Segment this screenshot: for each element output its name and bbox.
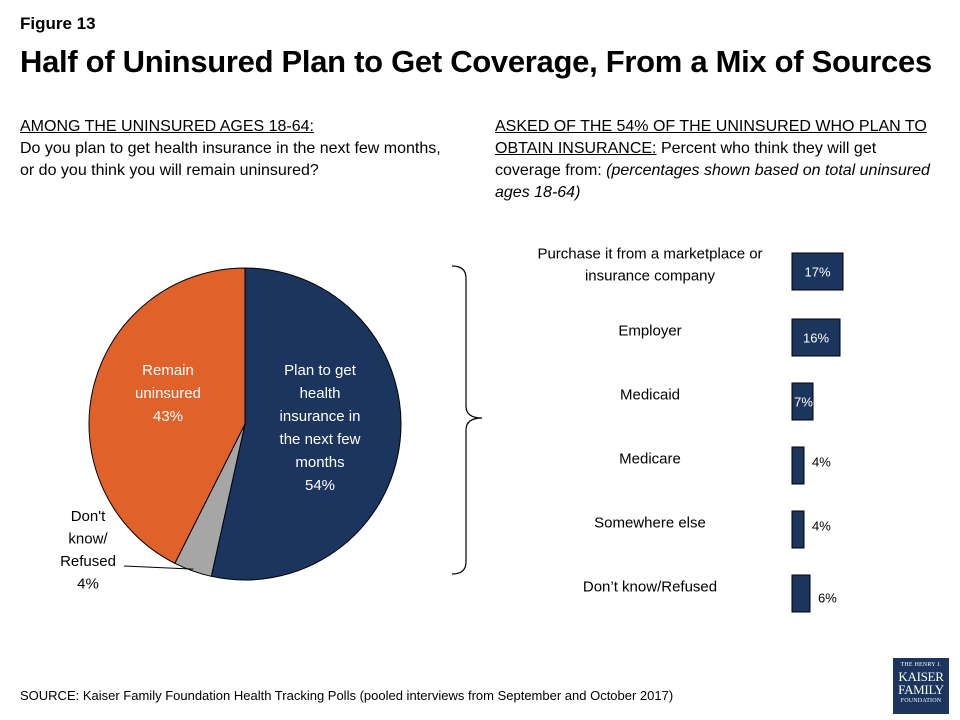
bar-category-label: Somewhere else: [594, 515, 706, 532]
right-question-text: Percent who think they will get coverage…: [495, 140, 877, 179]
bar: [791, 574, 811, 613]
logo-line-3: FAMILY: [898, 682, 944, 697]
right-question-note: (percentages shown based on total uninsu…: [495, 162, 930, 201]
pie-leader-line: [123, 565, 194, 570]
bar-value-label: 4%: [812, 455, 831, 470]
bar-category-label: Medicare: [619, 451, 681, 468]
bar-value-label: 17%: [804, 265, 830, 280]
logo-line-2: KAISER: [898, 669, 944, 684]
bar: [791, 318, 841, 357]
bar: [791, 252, 844, 291]
curly-brace: [451, 265, 483, 575]
bar-value-label: 4%: [812, 519, 831, 534]
bar-category-label: Purchase it from a marketplace or insuran…: [537, 246, 762, 285]
figure-label: Figure 13: [20, 14, 96, 33]
pie-slice: [88, 267, 246, 564]
kff-logo: THE HENRY J. KAISER FAMILY FOUNDATION: [893, 658, 949, 714]
bar-value-label: 7%: [794, 395, 813, 410]
pie-label-dontknow: Don't know/Refused 4%: [60, 508, 116, 593]
chart-title: Half of Uninsured Plan to Get Coverage, …: [20, 44, 932, 79]
left-question: AMONG THE UNINSURED AGES 18-64: Do you p…: [20, 116, 450, 182]
bar: [791, 382, 814, 421]
bar-chart: 17% Purchase it from a marketplace or insu…: [537, 246, 844, 613]
bar-category-label: Don’t know/Refused: [583, 579, 717, 596]
right-question-heading: ASKED OF THE 54% OF THE UNINSURED WHO PL…: [495, 118, 927, 157]
pie-chart: Plan to get health insurance in the next fe…: [60, 267, 402, 593]
left-question-text: Do you plan to get health insurance in t…: [20, 140, 441, 179]
bar-category-label: Employer: [618, 323, 681, 340]
pie-label-plan: Plan to get health insurance in the next fe…: [280, 362, 361, 494]
left-question-heading: AMONG THE UNINSURED AGES 18-64:: [20, 118, 314, 135]
right-question: ASKED OF THE 54% OF THE UNINSURED WHO PL…: [495, 116, 935, 204]
pie-label-remain: Remain uninsured 43%: [135, 362, 201, 425]
source-note: SOURCE: Kaiser Family Foundation Health …: [20, 688, 674, 703]
logo-line-4: FOUNDATION: [900, 698, 942, 704]
bar-category-label: Medicaid: [620, 387, 680, 404]
bar: [791, 446, 805, 485]
bar: [791, 510, 805, 549]
bar-value-label: 16%: [803, 331, 829, 346]
logo-line-1: THE HENRY J.: [900, 662, 942, 668]
pie-slice: [210, 267, 402, 581]
bar-value-label: 6%: [818, 591, 837, 606]
